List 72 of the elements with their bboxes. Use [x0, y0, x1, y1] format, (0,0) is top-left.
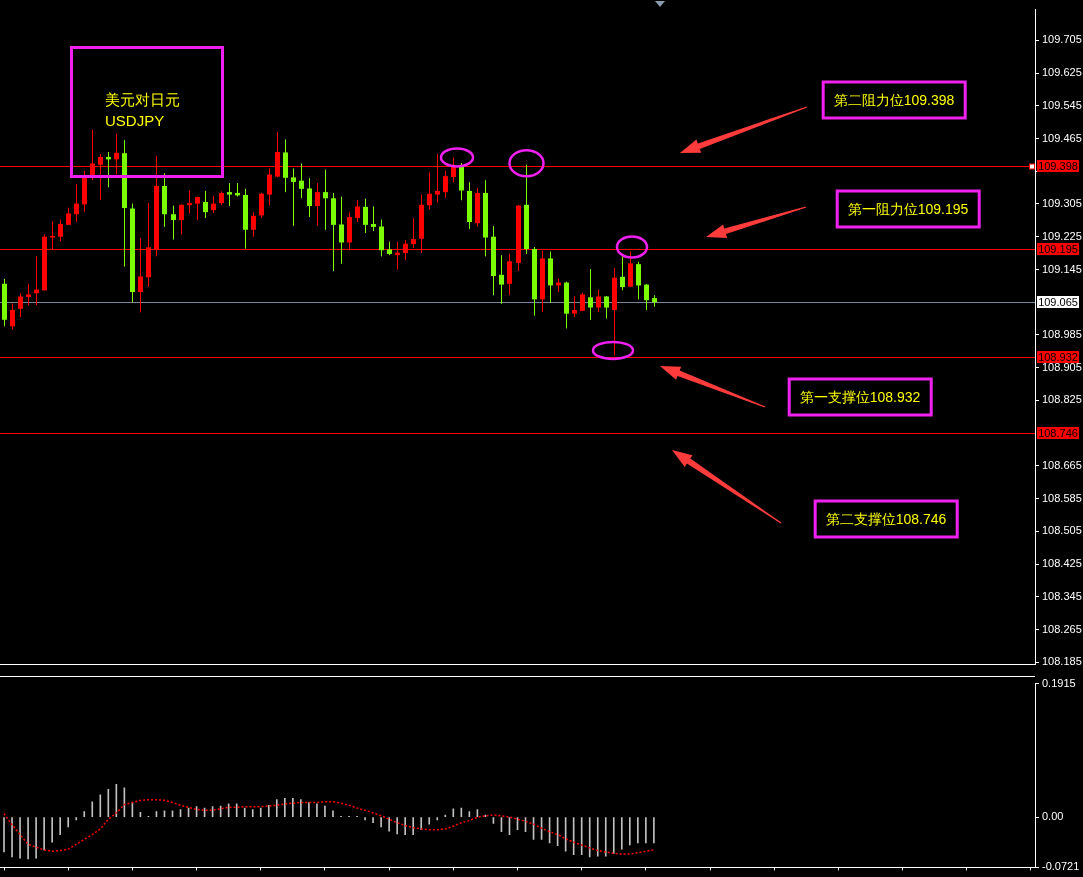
candlestick — [10, 302, 15, 331]
text: 美元对日元 — [105, 91, 180, 109]
y-tick-label: 108.505 — [1042, 524, 1082, 537]
y-tick-label: -0.0721 — [1042, 860, 1080, 873]
candlestick — [259, 192, 264, 219]
y-tick-label: 109.465 — [1042, 131, 1082, 144]
candlestick — [227, 182, 232, 207]
candlestick — [58, 219, 63, 242]
y-tick-label: 108.825 — [1042, 393, 1082, 406]
callout-frame: 第一支撑位108.932 — [787, 377, 933, 417]
candlestick — [18, 292, 23, 318]
candlestick — [596, 289, 601, 313]
candlestick — [74, 183, 79, 223]
candlestick — [251, 212, 256, 238]
candlestick — [572, 295, 577, 318]
candlestick — [459, 162, 464, 201]
candlestick — [644, 283, 649, 311]
y-tick-label: 109.545 — [1042, 98, 1082, 111]
y-tick-label: 108.425 — [1042, 557, 1082, 570]
callout-frame: 第一阻力位109.195 — [835, 189, 981, 229]
candlestick — [451, 156, 456, 183]
y-tick-label: 108.265 — [1042, 622, 1082, 635]
candlestick — [291, 167, 296, 227]
annotation: 第一支撑位108.932 — [799, 388, 921, 405]
y-tick-label: 109.625 — [1042, 66, 1082, 79]
candlestick — [26, 283, 31, 306]
candlestick — [507, 253, 512, 296]
candlestick — [636, 261, 641, 300]
ref-line-label: 109.195 — [1038, 242, 1078, 255]
callout-frame: 第二阻力位109.398 — [821, 80, 967, 120]
candlestick — [604, 295, 609, 320]
ref-line-label: 108.932 — [1038, 350, 1078, 363]
y-tick-label: 108.905 — [1042, 360, 1082, 373]
y-tick-label: 109.145 — [1042, 262, 1082, 275]
candlestick — [307, 177, 312, 218]
candlestick — [187, 189, 192, 214]
candlestick — [323, 169, 328, 231]
candlestick — [339, 196, 344, 265]
annotation: 第二支撑位108.746 — [825, 510, 947, 527]
y-tick-label: 109.705 — [1042, 33, 1082, 46]
candlestick — [371, 205, 376, 232]
y-tick-label: 0.00 — [1042, 810, 1064, 823]
y-tick-label: 108.585 — [1042, 491, 1082, 504]
candlestick — [363, 198, 368, 234]
y-tick-label: 108.985 — [1042, 327, 1082, 340]
candlestick — [580, 292, 585, 312]
y-tick-label: 108.345 — [1042, 589, 1082, 602]
candlestick — [620, 255, 625, 291]
candlestick — [379, 219, 384, 257]
text: USDJPY — [105, 112, 165, 130]
candlestick — [443, 170, 448, 199]
ref-line-label: 108.746 — [1038, 426, 1078, 439]
candlestick — [203, 190, 208, 219]
candlestick — [315, 182, 320, 227]
y-tick-label: 108.185 — [1042, 655, 1082, 668]
y-tick-label: 109.225 — [1042, 229, 1082, 242]
line-series — [3, 798, 655, 855]
candlestick — [355, 199, 360, 223]
candlestick — [427, 171, 432, 210]
candlestick — [588, 268, 593, 321]
candlestick — [499, 254, 504, 305]
ref-line-label: 109.065 — [1038, 295, 1078, 308]
candlestick — [179, 203, 184, 236]
annotation: 第一阻力位109.195 — [847, 200, 969, 217]
annotation: 第二阻力位109.398 — [833, 91, 955, 108]
callout-frame: 第二支撑位108.746 — [813, 499, 959, 539]
candlestick — [299, 162, 304, 199]
y-tick-label: 0.1915 — [1042, 676, 1076, 689]
candlestick — [171, 205, 176, 241]
ref-line-label: 109.398 — [1038, 159, 1078, 172]
y-tick-label: 109.305 — [1042, 197, 1082, 210]
y-tick-label: 108.665 — [1042, 458, 1082, 471]
